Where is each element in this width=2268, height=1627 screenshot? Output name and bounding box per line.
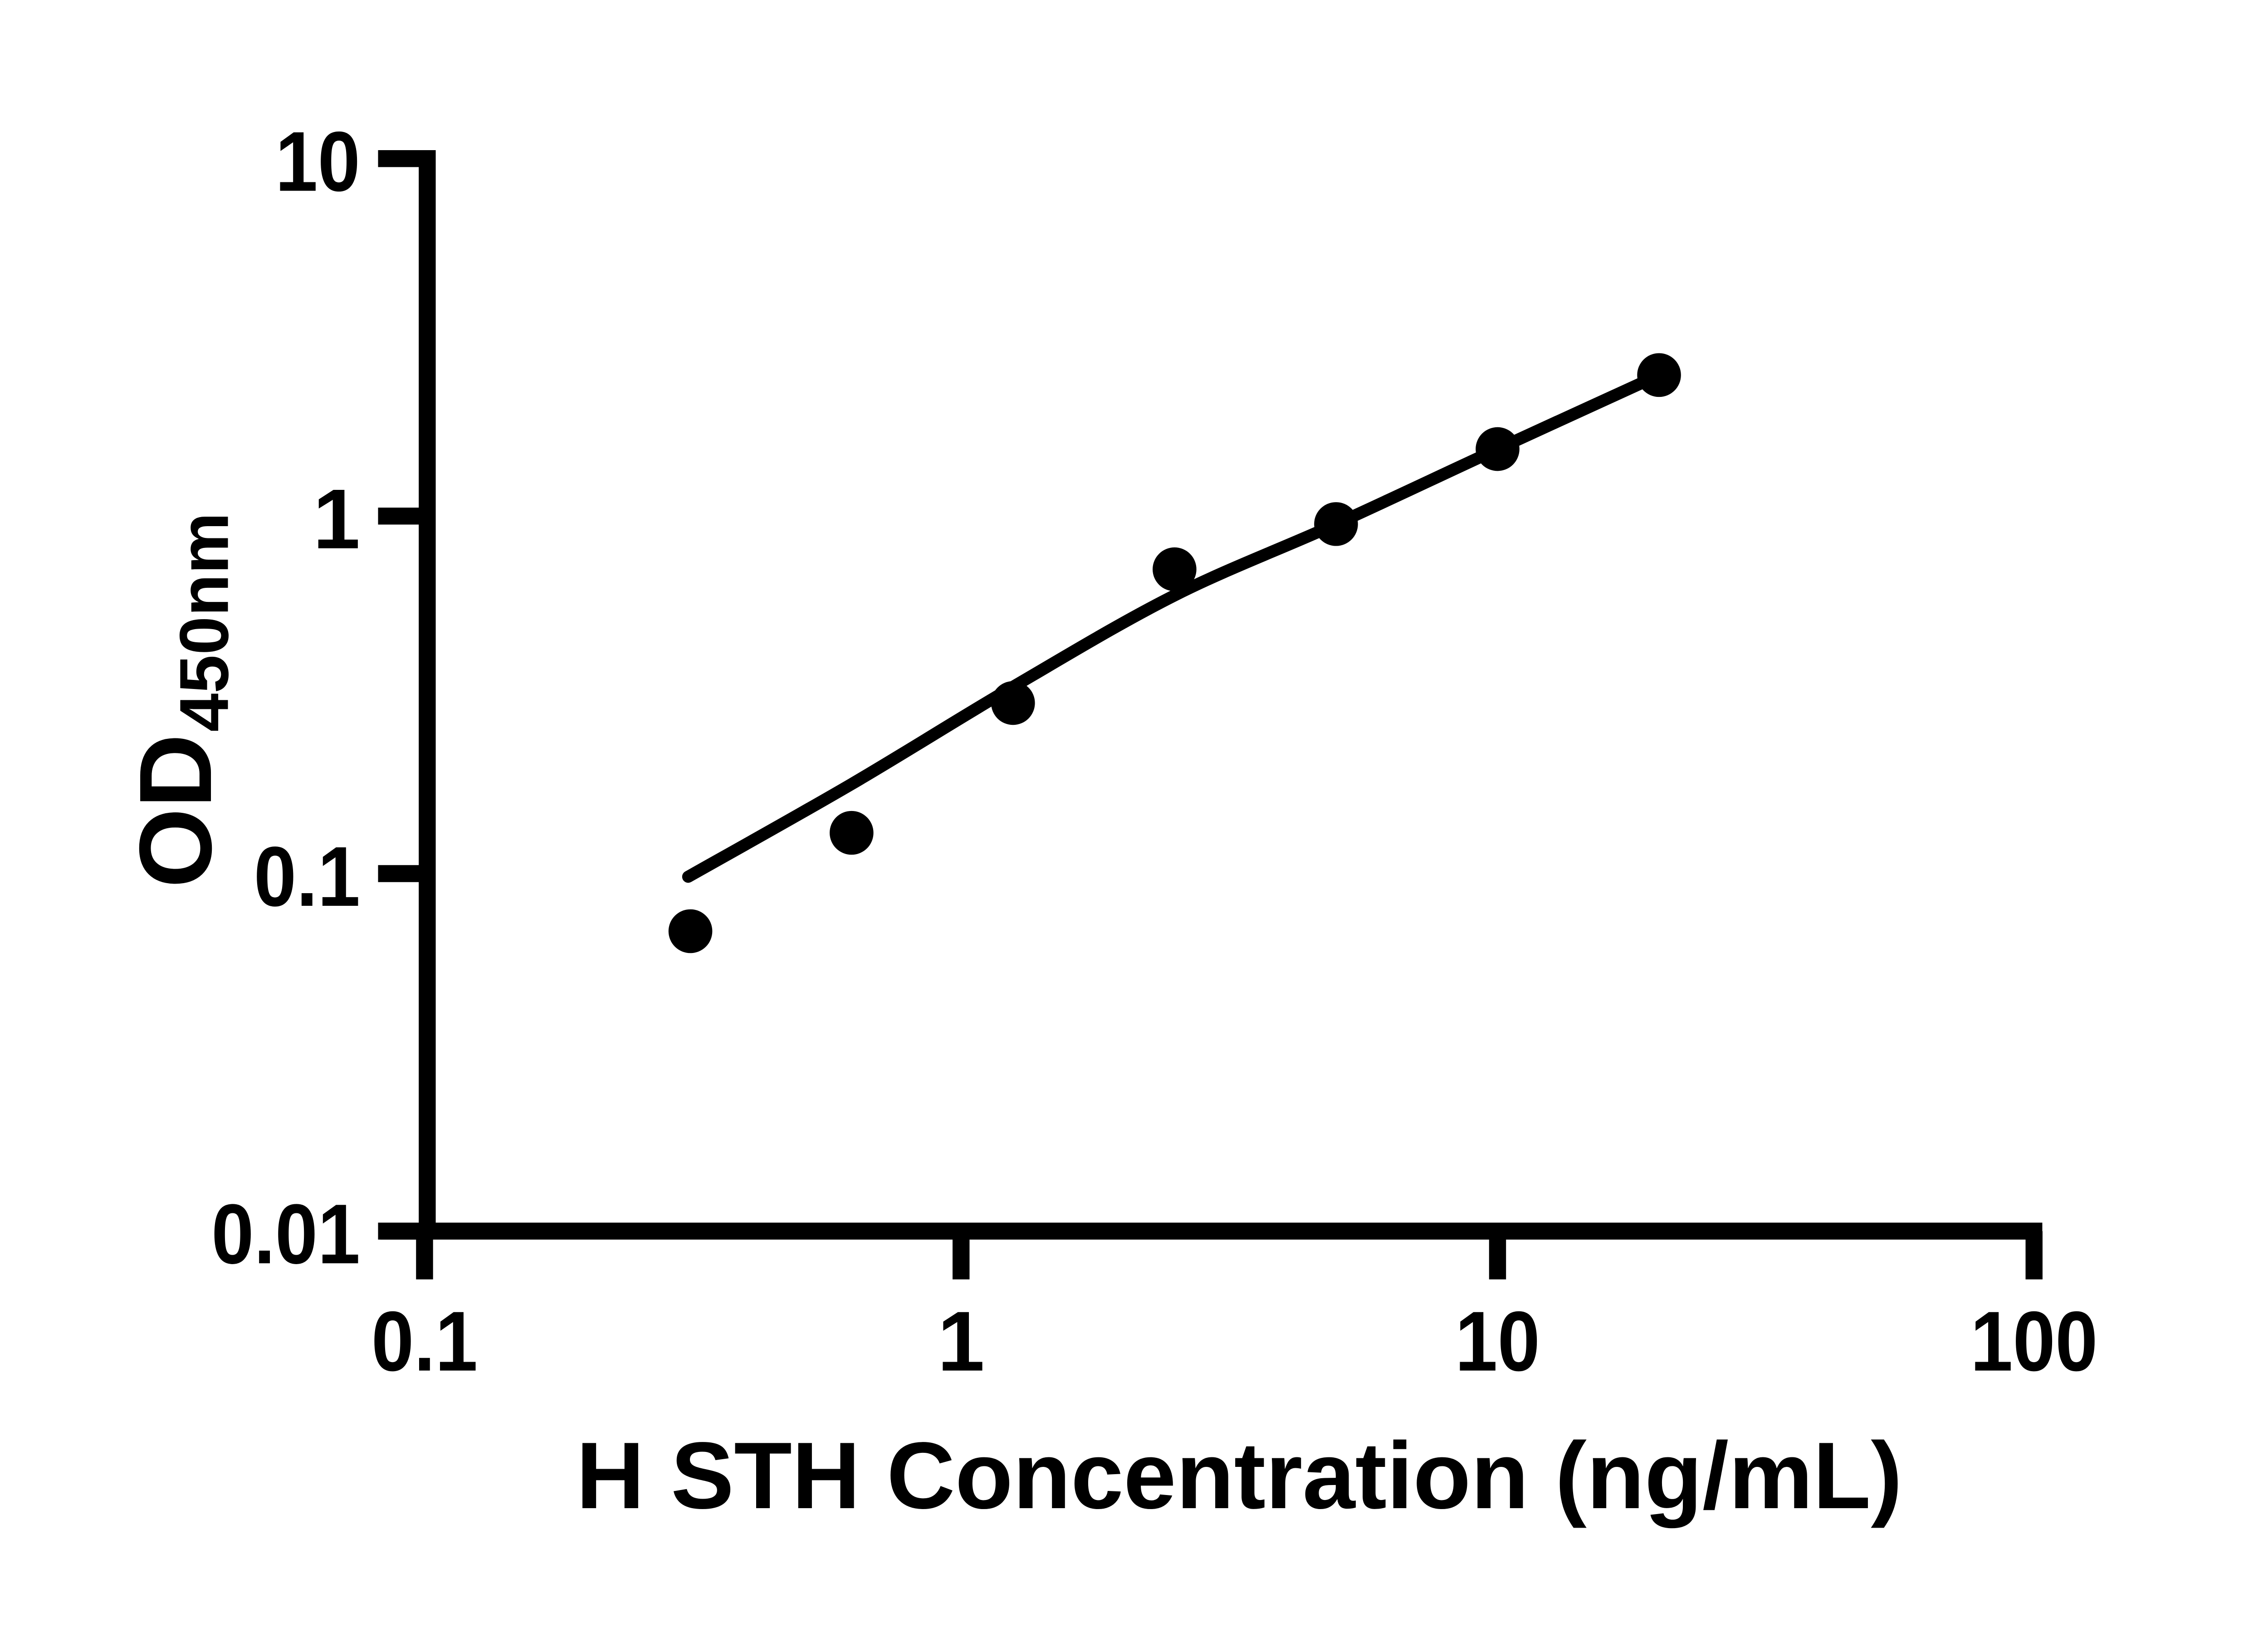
x-axis-ticks: 0.1 1 10 100 [371, 1231, 2098, 1389]
data-point-marker [1153, 547, 1197, 591]
x-tick-label: 0.1 [371, 1294, 478, 1389]
x-axis-title: H STH Concentration (ng/mL) [576, 1423, 1902, 1529]
data-point-marker [830, 811, 874, 855]
data-point-marker [991, 681, 1035, 725]
y-tick-label: 10 [275, 114, 360, 209]
x-tick-label: 100 [1970, 1294, 2098, 1389]
y-axis-title-main: OD [118, 734, 233, 888]
x-tick-label: 10 [1455, 1294, 1540, 1389]
y-axis-ticks: 10 1 0.1 0.01 [211, 114, 427, 1281]
data-point-marker [1476, 427, 1520, 471]
y-axis-title-subscript: 450nm [166, 513, 243, 732]
chart-background [0, 12, 2268, 1615]
data-point-marker [1314, 502, 1358, 546]
data-points [668, 353, 1681, 953]
data-point-marker [668, 909, 713, 953]
y-tick-label: 0.01 [211, 1187, 360, 1281]
y-tick-label: 1 [313, 472, 360, 567]
y-axis-title: OD 450nm [118, 513, 243, 888]
data-point-marker [1637, 353, 1681, 397]
x-tick-label: 1 [938, 1294, 985, 1389]
y-tick-label: 0.1 [254, 829, 360, 924]
